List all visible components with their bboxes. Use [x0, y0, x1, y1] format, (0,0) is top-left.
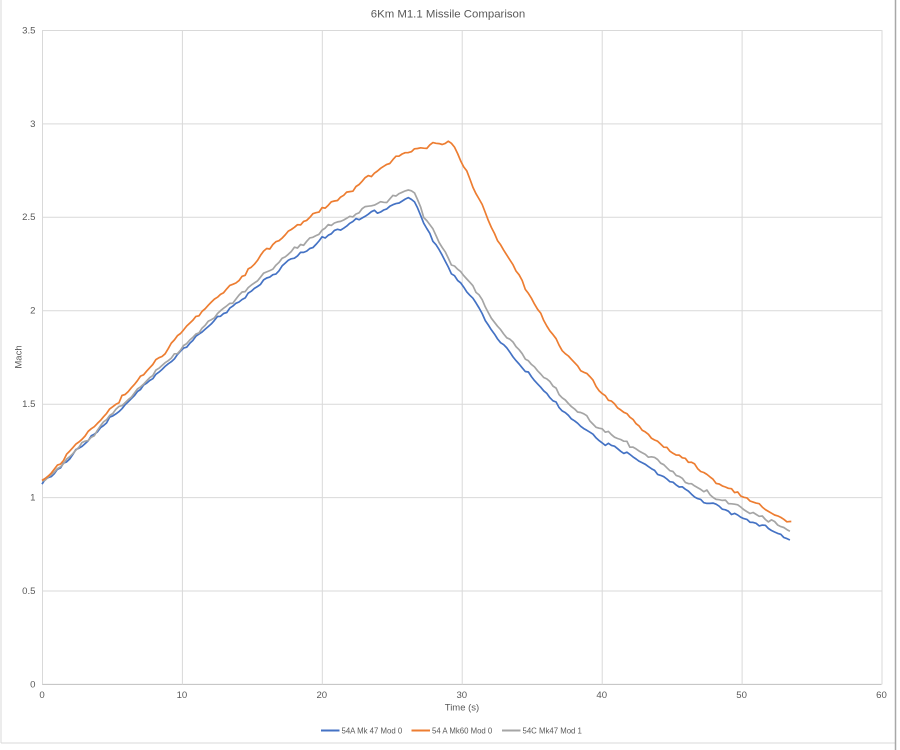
svg-text:0.5: 0.5	[22, 586, 35, 597]
svg-text:2.5: 2.5	[22, 212, 35, 223]
svg-text:3: 3	[30, 119, 35, 130]
svg-text:60: 60	[876, 690, 887, 701]
svg-text:54C Mk47 Mod 1: 54C Mk47 Mod 1	[523, 727, 582, 736]
svg-text:20: 20	[316, 690, 327, 701]
svg-text:30: 30	[456, 690, 467, 701]
svg-text:50: 50	[736, 690, 747, 701]
svg-text:1: 1	[30, 493, 35, 504]
svg-text:54 A Mk60 Mod 0: 54 A Mk60 Mod 0	[432, 727, 493, 736]
svg-text:2: 2	[30, 306, 35, 317]
svg-text:6Km M1.1 Missile Comparison: 6Km M1.1 Missile Comparison	[371, 9, 525, 21]
svg-text:40: 40	[596, 690, 607, 701]
svg-text:Mach: Mach	[14, 345, 25, 368]
svg-text:0: 0	[30, 679, 35, 690]
svg-text:0: 0	[39, 690, 44, 701]
svg-text:10: 10	[177, 690, 188, 701]
svg-text:54A Mk 47 Mod 0: 54A Mk 47 Mod 0	[342, 727, 403, 736]
svg-text:3.5: 3.5	[22, 25, 35, 36]
svg-text:Time (s): Time (s)	[445, 703, 479, 714]
svg-text:1.5: 1.5	[22, 399, 35, 410]
